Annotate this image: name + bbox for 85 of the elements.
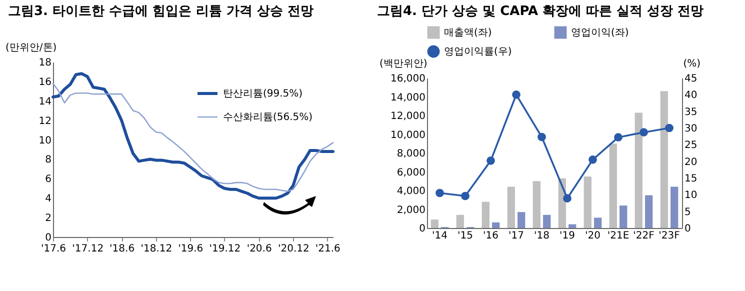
- bar: [594, 218, 602, 228]
- y-tick-label: 18: [38, 58, 52, 68]
- chart-title: 그림4. 단가 상승 및 CAPA 확장에 따른 실적 성장 전망: [377, 4, 704, 19]
- x-tick-label: '20.12: [278, 244, 310, 254]
- y2-tick-label: 30: [684, 124, 698, 134]
- y-tick-label: 8: [45, 154, 52, 166]
- point: [461, 192, 470, 200]
- y-tick-label: 12,000: [390, 111, 426, 122]
- x-tick-label: '21E: [607, 230, 630, 242]
- point: [588, 155, 597, 164]
- point: [614, 133, 622, 142]
- bar: [482, 202, 490, 228]
- y-axis-title: (만위안/톤): [6, 42, 57, 54]
- y-tick-label: 4: [45, 194, 52, 205]
- y2-tick-label: 0: [684, 224, 691, 234]
- point: [665, 124, 674, 132]
- legend-label: 탄산리튬(99.5%): [223, 88, 303, 100]
- y-tick-label: 10,000: [390, 130, 426, 141]
- point: [486, 156, 495, 165]
- bar: [456, 214, 464, 228]
- chart-title: 그림3. 타이트한 수급에 힘입은 리튬 가격 상승 전망: [8, 4, 314, 19]
- bar: [634, 112, 642, 228]
- y-tick-label: 14,000: [390, 92, 426, 104]
- x-tick-label: '23F: [658, 230, 680, 242]
- y2-tick-label: 45: [684, 74, 698, 84]
- y-tick-label: 2,000: [396, 204, 426, 216]
- y-tick-label: 0: [419, 224, 426, 234]
- bar: [492, 222, 500, 228]
- bar: [532, 181, 540, 228]
- y2-tick-label: 40: [684, 90, 698, 102]
- point: [538, 132, 546, 142]
- y-tick-label: 16: [38, 76, 52, 88]
- x-tick-label: '21.6: [315, 244, 340, 254]
- bar: [507, 186, 515, 228]
- x-tick-label: '20: [585, 230, 600, 242]
- y2-tick-label: 35: [684, 106, 698, 118]
- point: [640, 128, 648, 137]
- y-tick-label: 4,000: [396, 186, 426, 197]
- point: [563, 194, 572, 203]
- point: [512, 90, 520, 99]
- y-tick-label: 0: [45, 232, 52, 244]
- bar: [518, 212, 526, 228]
- bar: [568, 224, 576, 228]
- y2-axis-title: (%): [683, 58, 701, 70]
- x-tick-label: '18.6: [110, 244, 135, 254]
- y-tick-label: 16,000: [390, 74, 426, 84]
- point: [436, 188, 444, 198]
- x-tick-label: '22F: [633, 230, 655, 242]
- y2-tick-label: 10: [684, 190, 698, 202]
- x-tick-label: '19.6: [178, 244, 204, 254]
- legend-label: 영업이익(좌): [571, 28, 629, 39]
- x-tick-label: '14: [432, 230, 448, 242]
- y-axis-title: (백만위안): [380, 58, 428, 70]
- bar: [609, 144, 617, 228]
- x-tick-label: '18: [534, 230, 550, 242]
- y-tick-label: 6: [45, 174, 52, 186]
- bar: [430, 220, 438, 228]
- y-tick-label: 2: [45, 213, 52, 224]
- y2-tick-label: 25: [684, 140, 698, 152]
- y-tick-label: 12: [38, 116, 52, 127]
- y-tick-label: 8,000: [396, 148, 426, 160]
- y2-tick-label: 20: [684, 156, 698, 168]
- x-tick-label: '17.12: [72, 244, 104, 254]
- y-tick-label: 6,000: [396, 167, 426, 178]
- y-tick-label: 10: [38, 135, 52, 146]
- bar: [584, 176, 592, 228]
- y2-tick-label: 15: [684, 174, 698, 184]
- legend-label: 수산화리튬(56.5%): [223, 112, 313, 123]
- bar: [660, 91, 668, 228]
- bar: [620, 206, 628, 228]
- bar: [645, 195, 653, 228]
- bar: [670, 186, 678, 228]
- y-tick-label: 14: [38, 96, 52, 108]
- x-tick-label: '18.12: [140, 244, 172, 254]
- x-tick-label: '20.6: [246, 244, 272, 254]
- legend-label: 영업이익률(우): [444, 46, 512, 58]
- x-tick-label: '15: [458, 230, 473, 242]
- bar: [543, 214, 551, 228]
- legend-label: 매출액(좌): [444, 28, 492, 39]
- y2-tick-label: 5: [684, 206, 691, 218]
- x-tick-label: '19.12: [209, 244, 241, 254]
- x-tick-label: '16: [483, 230, 498, 242]
- x-tick-label: '17: [508, 230, 524, 242]
- x-tick-label: '17.6: [40, 244, 66, 254]
- x-tick-label: '19: [560, 230, 575, 242]
